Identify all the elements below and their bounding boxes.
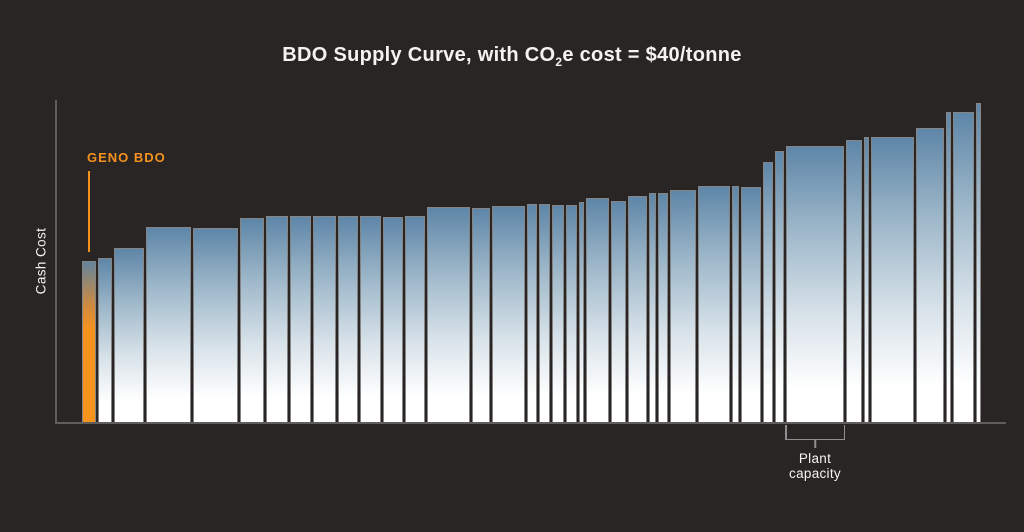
plant-capacity-label-line1: Plant bbox=[798, 451, 832, 466]
chart-title: BDO Supply Curve, with CO2e cost = $40/t… bbox=[0, 44, 1024, 69]
bar bbox=[786, 146, 844, 422]
bar bbox=[628, 196, 647, 422]
bar bbox=[579, 202, 584, 422]
bar bbox=[775, 151, 784, 422]
bar bbox=[658, 193, 668, 422]
bar bbox=[741, 187, 761, 422]
chart-title-subscript: 2 bbox=[555, 55, 563, 69]
bars-container bbox=[57, 90, 1006, 422]
plant-capacity-bracket bbox=[785, 425, 845, 448]
bar bbox=[313, 216, 336, 422]
y-axis-label: Cash Cost bbox=[33, 227, 49, 295]
bar bbox=[266, 216, 288, 422]
bar bbox=[492, 206, 525, 422]
geno-leader-line bbox=[88, 171, 90, 252]
bar bbox=[552, 205, 564, 422]
plant-capacity-label: Plant capacity bbox=[745, 451, 885, 481]
bar bbox=[670, 190, 696, 422]
plant-capacity-label-line2: capacity bbox=[789, 466, 841, 481]
y-axis-line bbox=[55, 100, 57, 424]
bar bbox=[427, 207, 470, 422]
chart-title-suffix: e cost = $40/tonne bbox=[562, 44, 742, 66]
bar bbox=[472, 208, 490, 422]
bar bbox=[953, 112, 974, 422]
bar bbox=[871, 137, 914, 422]
bar bbox=[976, 103, 981, 422]
bracket-stem-line bbox=[814, 440, 816, 448]
bar bbox=[146, 227, 191, 422]
bar bbox=[586, 198, 609, 422]
bar bbox=[405, 216, 425, 422]
bar bbox=[290, 216, 311, 422]
bar bbox=[611, 201, 626, 422]
bar bbox=[193, 228, 238, 422]
bar bbox=[916, 128, 944, 422]
bar bbox=[698, 186, 730, 422]
bar bbox=[566, 205, 577, 422]
bar bbox=[539, 204, 550, 422]
bar bbox=[360, 216, 381, 422]
bar bbox=[732, 186, 739, 422]
bracket-bottom-line bbox=[785, 438, 845, 440]
bar bbox=[763, 162, 773, 422]
bar bbox=[98, 258, 112, 422]
bar bbox=[383, 217, 403, 422]
chart-title-prefix: BDO Supply Curve, with CO bbox=[282, 44, 556, 66]
bar bbox=[649, 193, 656, 422]
bar bbox=[240, 218, 264, 422]
geno-bdo-label: GENO BDO bbox=[87, 150, 166, 165]
bracket-right-line bbox=[843, 425, 845, 440]
bar bbox=[338, 216, 358, 422]
x-axis-line bbox=[55, 422, 1006, 424]
bar bbox=[846, 140, 862, 422]
plot-area: GENO BDO bbox=[55, 90, 1006, 424]
bar bbox=[946, 112, 951, 422]
bar bbox=[114, 248, 144, 422]
bracket-left-line bbox=[785, 425, 787, 440]
bar bbox=[864, 137, 869, 422]
bar bbox=[527, 204, 537, 422]
bar-geno-bdo bbox=[82, 261, 96, 422]
